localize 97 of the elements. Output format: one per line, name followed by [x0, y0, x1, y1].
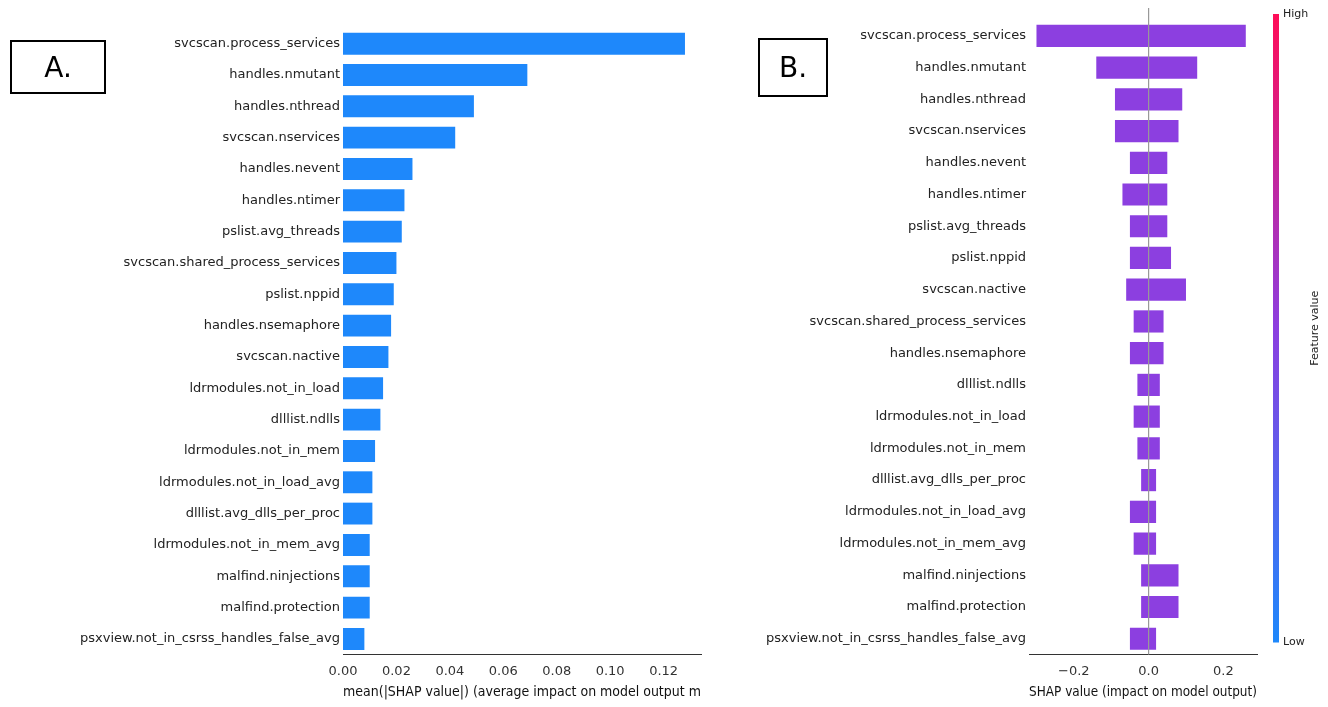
y-tick-label: ldrmodules.not_in_load_avg	[159, 473, 340, 489]
x-tick-label: 0.0	[1138, 662, 1159, 678]
y-tick-label: malfind.protection	[906, 598, 1026, 614]
bar	[1141, 468, 1157, 492]
bar	[343, 377, 384, 400]
y-tick-label: pslist.avg_threads	[221, 223, 341, 239]
y-tick-label: malfind.ninjections	[216, 567, 341, 583]
y-tick-label: malfind.protection	[220, 598, 340, 614]
color-bar-label: High	[1283, 6, 1309, 20]
y-tick-label: handles.nthread	[233, 97, 340, 113]
y-tick-label: svcscan.nactive	[922, 281, 1026, 297]
bar	[1137, 373, 1160, 396]
y-tick-label: ldrmodules.not_in_mem	[183, 442, 340, 458]
x-tick-label: 0.12	[649, 662, 679, 678]
y-tick-label: psxview.not_in_csrss_handles_false_avg	[766, 630, 1026, 646]
y-tick-label: pslist.nppid	[951, 249, 1026, 265]
x-tick-label: 0.10	[595, 662, 625, 678]
bar	[1129, 246, 1172, 270]
bar	[343, 565, 370, 588]
y-tick-label: svcscan.process_services	[860, 27, 1027, 43]
bar	[343, 64, 528, 86]
bar	[1129, 215, 1168, 238]
bar	[343, 439, 376, 462]
bar	[1114, 88, 1183, 111]
y-tick-label: svcscan.process_services	[174, 35, 341, 51]
bar	[1129, 627, 1157, 650]
y-tick-label: handles.ntimer	[241, 191, 341, 207]
x-tick-label: 0.2	[1213, 662, 1234, 678]
bar	[1137, 437, 1160, 460]
y-tick-label: ldrmodules.not_in_load	[189, 379, 340, 395]
bar	[343, 95, 474, 118]
y-tick-label: handles.nmutant	[229, 66, 340, 82]
bar	[1126, 278, 1186, 301]
bar	[343, 627, 365, 650]
bar	[1036, 24, 1246, 47]
x-tick-label: 0.06	[488, 662, 518, 678]
x-axis-title: SHAP value (impact on model output)	[1029, 683, 1257, 700]
bar	[1096, 56, 1198, 79]
y-tick-label: ldrmodules.not_in_load	[875, 408, 1026, 423]
y-tick-label: pslist.avg_threads	[907, 217, 1027, 233]
bar	[343, 408, 381, 431]
y-tick-label: psxview.not_in_csrss_handles_false_avg	[80, 630, 340, 646]
y-tick-label: handles.nsemaphore	[203, 317, 340, 333]
bar	[343, 220, 402, 243]
y-tick-label: dlllist.avg_dlls_per_proc	[185, 504, 340, 520]
y-tick-label: ldrmodules.not_in_mem	[869, 439, 1026, 455]
y-tick-label: handles.nevent	[925, 154, 1026, 170]
y-tick-label: dlllist.avg_dlls_per_proc	[871, 471, 1026, 487]
y-tick-label: svcscan.shared_process_services	[809, 312, 1027, 328]
bar	[1141, 595, 1179, 619]
bar	[1133, 532, 1157, 555]
bar	[1122, 183, 1168, 206]
bar	[1129, 500, 1157, 523]
x-tick-label: 0.02	[381, 662, 411, 678]
bar	[343, 346, 389, 368]
bar	[343, 283, 394, 306]
y-tick-label: handles.nthread	[919, 90, 1026, 106]
y-tick-label: dlllist.ndlls	[956, 376, 1027, 392]
bar	[1133, 310, 1164, 333]
y-tick-label: ldrmodules.not_in_mem_avg	[839, 534, 1026, 550]
y-tick-label: pslist.nppid	[265, 285, 340, 301]
bar	[1114, 119, 1179, 143]
y-tick-label: handles.nsemaphore	[889, 344, 1026, 360]
y-tick-label: ldrmodules.not_in_load_avg	[845, 503, 1026, 519]
x-tick-label: 0.04	[435, 662, 465, 678]
bar	[343, 158, 413, 180]
y-tick-label: handles.nevent	[239, 160, 340, 176]
y-tick-label: malfind.ninjections	[902, 566, 1027, 582]
y-tick-label: svcscan.nactive	[236, 348, 340, 364]
x-tick-label: 0.00	[328, 662, 358, 678]
bar	[1129, 151, 1168, 174]
y-tick-label: svcscan.shared_process_services	[123, 254, 341, 270]
y-tick-label: svcscan.nservices	[908, 122, 1027, 138]
y-tick-label: ldrmodules.not_in_mem_avg	[153, 536, 340, 552]
x-axis-title: mean(|SHAP value|) (average impact on model output m	[343, 683, 701, 701]
bar	[1141, 564, 1179, 587]
bar	[343, 32, 685, 55]
bar	[343, 471, 373, 494]
bar	[343, 596, 370, 619]
y-tick-label: svcscan.nservices	[222, 129, 341, 145]
x-tick-label: 0.08	[542, 662, 572, 678]
bar	[343, 314, 392, 337]
bar	[1129, 342, 1164, 365]
bar	[343, 189, 405, 212]
bar	[1133, 405, 1160, 428]
y-tick-label: dlllist.ndlls	[270, 411, 341, 426]
bar	[343, 126, 456, 149]
text: B.	[758, 38, 828, 97]
y-tick-label: handles.ntimer	[927, 185, 1027, 201]
color-bar-title: Feature value	[1307, 290, 1321, 366]
bar	[343, 252, 397, 274]
x-tick-label: −0.2	[1058, 662, 1090, 678]
color-bar-label: Low	[1283, 635, 1305, 649]
y-tick-label: handles.nmutant	[915, 58, 1026, 74]
text: A.	[10, 40, 106, 94]
bar	[343, 533, 370, 556]
bar	[343, 502, 373, 525]
